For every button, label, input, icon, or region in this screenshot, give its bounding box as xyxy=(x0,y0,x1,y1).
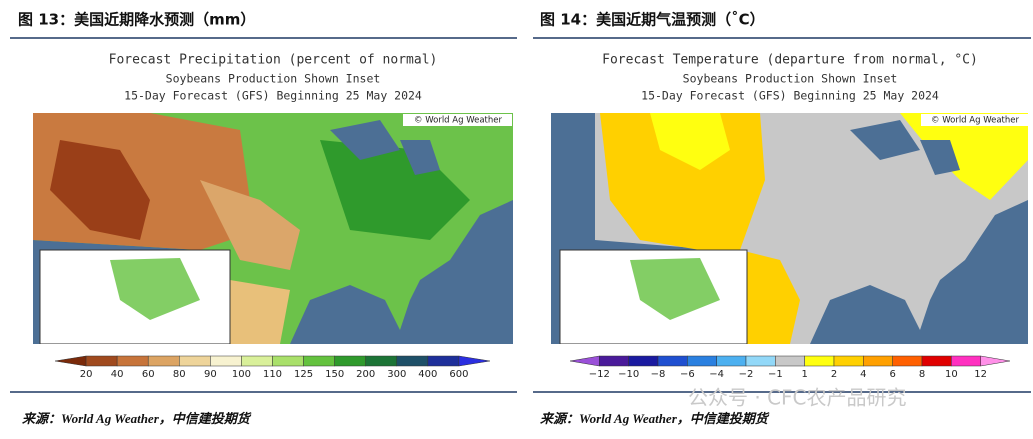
legend-label: 300 xyxy=(387,369,406,380)
map: © World Ag Weather xyxy=(551,113,1028,344)
legend-swatch xyxy=(599,355,629,367)
legend-label: −2 xyxy=(739,369,754,380)
legend-label: 10 xyxy=(945,369,958,380)
legend-label: 400 xyxy=(418,369,437,380)
legend-label: 150 xyxy=(325,369,344,380)
caption: 图 13：美国近期降水预测（mm） xyxy=(18,11,255,29)
legend-swatch xyxy=(396,355,429,367)
legend-swatch xyxy=(427,355,460,367)
legend-swatch xyxy=(241,355,273,367)
legend-label: 12 xyxy=(974,369,987,380)
legend-swatch xyxy=(657,355,688,367)
legend-label: 80 xyxy=(173,369,186,380)
legend-label: 100 xyxy=(232,369,251,380)
legend-label: 6 xyxy=(889,369,895,380)
legend-label: −1 xyxy=(768,369,783,380)
watermark: 公众号 · CFC农产品研究 xyxy=(688,386,907,410)
legend-swatch xyxy=(863,355,893,367)
map-subtitle: 15-Day Forecast (GFS) Beginning 25 May 2… xyxy=(641,89,939,103)
legend-label: −12 xyxy=(589,369,610,380)
map-subtitle: Soybeans Production Shown Inset xyxy=(683,72,898,86)
legend-label: 110 xyxy=(263,369,282,380)
legend-label: 90 xyxy=(204,369,217,380)
legend-swatch xyxy=(272,355,304,367)
legend-label: −10 xyxy=(618,369,639,380)
map-subtitle: Soybeans Production Shown Inset xyxy=(166,72,381,86)
legend-label: 4 xyxy=(860,369,866,380)
legend-label: 125 xyxy=(294,369,313,380)
legend-swatch xyxy=(628,355,659,367)
legend-label: 600 xyxy=(449,369,468,380)
legend-label: 200 xyxy=(356,369,375,380)
legend-swatch xyxy=(179,355,211,367)
legend-label: 1 xyxy=(801,369,807,380)
source: 来源：World Ag Weather，中信建投期货 xyxy=(540,411,770,426)
legend-swatch xyxy=(334,355,366,367)
map-title: Forecast Precipitation (percent of norma… xyxy=(109,53,438,68)
legend-label: 40 xyxy=(111,369,124,380)
credit: © World Ag Weather xyxy=(931,116,1019,126)
legend-label: −8 xyxy=(651,369,666,380)
legend-swatch xyxy=(458,355,491,367)
legend-swatch xyxy=(365,355,398,367)
legend-swatch xyxy=(921,355,952,367)
legend-swatch xyxy=(303,355,335,367)
map-subtitle: 15-Day Forecast (GFS) Beginning 25 May 2… xyxy=(124,89,422,103)
map-title: Forecast Temperature (departure from nor… xyxy=(602,53,978,68)
legend-label: −4 xyxy=(709,369,724,380)
legend-swatch xyxy=(147,355,180,367)
credit: © World Ag Weather xyxy=(414,116,502,126)
legend-swatch xyxy=(892,355,923,367)
legend-swatch xyxy=(775,355,805,367)
legend-swatch xyxy=(569,355,600,367)
legend-swatch xyxy=(687,355,717,367)
map: © World Ag Weather xyxy=(33,113,513,344)
legend-label: −6 xyxy=(680,369,695,380)
legend-swatch xyxy=(951,355,981,367)
legend-swatch xyxy=(980,355,1011,367)
source: 来源：World Ag Weather，中信建投期货 xyxy=(22,411,252,426)
legend-swatch xyxy=(716,355,747,367)
legend-swatch xyxy=(804,355,835,367)
legend-label: 2 xyxy=(831,369,837,380)
legend-label: 20 xyxy=(80,369,93,380)
legend-label: 60 xyxy=(142,369,155,380)
legend-swatch xyxy=(85,355,118,367)
legend-swatch xyxy=(210,355,242,367)
legend-label: 8 xyxy=(919,369,925,380)
legend-swatch xyxy=(116,355,149,367)
legend-swatch xyxy=(54,355,87,367)
caption: 图 14：美国近期气温预测（˚C） xyxy=(540,11,765,29)
legend-swatch xyxy=(833,355,864,367)
legend-swatch xyxy=(745,355,776,367)
